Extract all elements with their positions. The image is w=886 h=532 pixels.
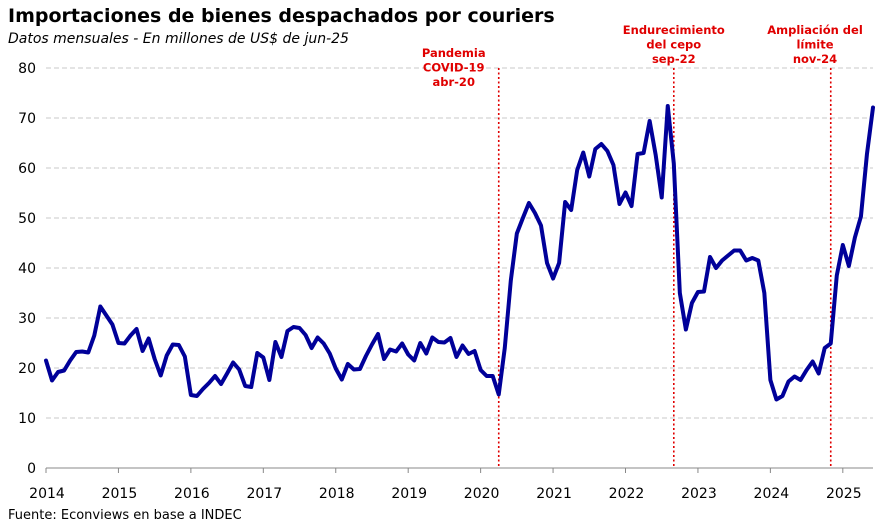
x-tick-label: 2015 [102,486,138,502]
x-axis-ticks: 2014 2015 2016 2017 2018 2019 2020 2021 2022 2023… [29,468,862,502]
y-tick-label: 60 [18,161,36,177]
source-note: Fuente: Econviews en base a INDEC [8,508,242,523]
event-annotation-label: Endurecimiento [623,23,725,37]
y-tick-label: 0 [27,461,36,477]
x-tick-label: 2016 [174,486,210,502]
y-axis-ticks: 0 10 20 30 40 50 60 70 80 [18,61,36,477]
y-tick-label: 10 [18,411,36,427]
x-tick-label: 2024 [754,486,790,502]
series-layer [44,104,875,402]
x-tick-label: 2018 [319,486,355,502]
event-annotation-label: abr-20 [433,75,475,89]
y-tick-label: 40 [18,261,36,277]
x-tick-label: 2020 [464,486,500,502]
y-tick-label: 70 [18,111,36,127]
x-tick-label: 2017 [246,486,282,502]
event-annotation-label: Pandemia [422,46,486,60]
series-line [44,104,875,402]
event-annotation-label: límite [796,38,833,52]
y-tick-label: 30 [18,311,36,327]
x-tick-label: 2019 [391,486,427,502]
event-annotation-label: sep-22 [652,52,696,66]
chart-subtitle: Datos mensuales - En millones de US$ de … [8,31,349,47]
x-tick-label: 2023 [681,486,717,502]
event-annotation-label: Ampliación del [767,23,863,37]
event-annotation-label: nov-24 [793,52,837,66]
chart-title: Importaciones de bienes despachados por … [8,5,555,27]
gridlines [46,67,873,469]
event-annotation-label: del cepo [646,38,701,52]
x-tick-label: 2014 [29,486,65,502]
y-tick-label: 80 [18,61,36,77]
event-annotation-label: COVID-19 [423,61,485,75]
y-tick-label: 50 [18,211,36,227]
x-tick-label: 2021 [536,486,572,502]
y-tick-label: 20 [18,361,36,377]
x-tick-label: 2025 [826,486,862,502]
x-tick-label: 2022 [609,486,645,502]
